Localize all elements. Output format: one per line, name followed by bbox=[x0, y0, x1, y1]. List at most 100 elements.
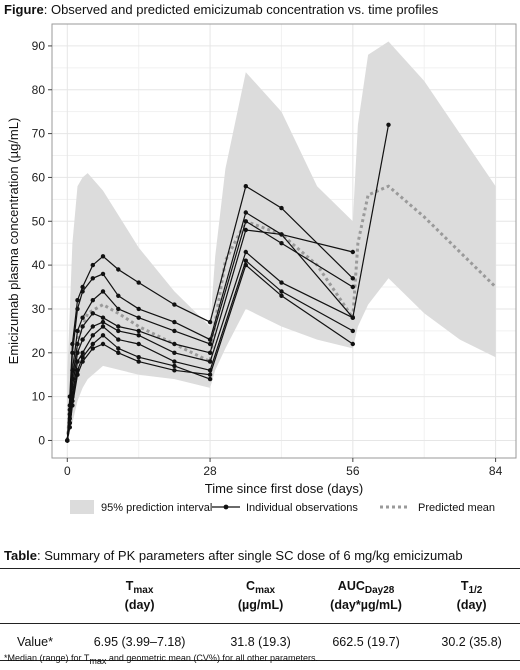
header-empty-cell bbox=[0, 568, 67, 624]
y-tick-label: 20 bbox=[32, 346, 46, 360]
observation-point bbox=[207, 319, 213, 325]
observation-point bbox=[279, 205, 284, 211]
observation-point bbox=[100, 319, 106, 325]
observation-point bbox=[243, 258, 248, 263]
concentration-chart: 0 10 20 30 40 50 60 70 80 90 0 28 56 84 Time since fir… bbox=[6, 23, 517, 514]
observation-point bbox=[70, 398, 75, 404]
observation-point bbox=[116, 346, 121, 351]
observation-point bbox=[243, 210, 248, 215]
y-tick-label: 10 bbox=[32, 390, 46, 404]
y-tick-label: 80 bbox=[32, 83, 46, 97]
legend-observed-point bbox=[223, 504, 229, 510]
legend-mean-label: Predicted mean bbox=[418, 502, 495, 514]
observation-point bbox=[136, 333, 141, 338]
value-auc: 662.5 (19.7) bbox=[308, 623, 424, 661]
observation-point bbox=[279, 232, 284, 237]
observation-point bbox=[350, 249, 355, 255]
observation-point bbox=[90, 324, 96, 329]
observation-point bbox=[116, 328, 121, 334]
y-tick-label: 60 bbox=[32, 170, 46, 184]
observation-point bbox=[136, 328, 141, 334]
y-tick-label: 70 bbox=[32, 127, 46, 141]
observation-point bbox=[100, 324, 106, 329]
observation-point bbox=[243, 249, 248, 255]
observation-point bbox=[243, 262, 248, 268]
observation-point bbox=[75, 350, 80, 355]
observation-point bbox=[75, 359, 80, 364]
observation-point bbox=[172, 341, 177, 347]
observation-line-3 bbox=[66, 220, 354, 441]
observation-point bbox=[80, 337, 85, 342]
y-tick-label: 30 bbox=[32, 302, 46, 316]
y-axis-title: Emicizumab plasma concentration (µg/mL) bbox=[6, 118, 21, 365]
observation-point bbox=[116, 350, 121, 355]
observation-point bbox=[116, 293, 121, 298]
y-tick-label: 0 bbox=[38, 433, 45, 447]
table-title-text: : Summary of PK parameters after single … bbox=[37, 548, 463, 563]
y-tick-label: 50 bbox=[32, 214, 46, 228]
header-auc: AUCDay28 (day*µg/mL) bbox=[308, 568, 424, 624]
observation-point bbox=[116, 306, 121, 312]
observation-point bbox=[75, 368, 80, 373]
observation-point bbox=[67, 420, 73, 426]
header-thalf: T1/2 (day) bbox=[423, 568, 520, 624]
observation-point bbox=[100, 254, 106, 259]
value-tmax: 6.95 (3.99–7.18) bbox=[67, 623, 213, 661]
observation-point bbox=[136, 355, 141, 360]
observation-point bbox=[80, 350, 85, 355]
value-thalf: 30.2 (35.8) bbox=[423, 623, 520, 661]
observation-point bbox=[75, 306, 80, 312]
predicted-mean-line bbox=[65, 184, 497, 441]
observation-point bbox=[136, 280, 141, 285]
observation-line-5 bbox=[66, 250, 354, 441]
figure-title: Figure: Observed and predicted emicizuma… bbox=[4, 2, 438, 17]
observation-point bbox=[80, 355, 85, 360]
observation-point bbox=[80, 284, 85, 290]
observation-point bbox=[172, 368, 177, 373]
header-tmax: Tmax (day) bbox=[67, 568, 213, 624]
observation-point bbox=[100, 271, 106, 277]
observation-point bbox=[90, 298, 96, 303]
legend-observed-label: Individual observations bbox=[246, 502, 358, 514]
observation-point bbox=[207, 372, 213, 377]
observation-point bbox=[90, 346, 96, 351]
observation-point bbox=[172, 350, 177, 355]
observation-point bbox=[136, 341, 141, 347]
observation-point bbox=[172, 302, 177, 307]
observation-point bbox=[350, 341, 355, 347]
plot-border bbox=[51, 23, 517, 459]
observation-point bbox=[80, 289, 85, 294]
observation-point bbox=[100, 315, 106, 320]
legend-band-swatch bbox=[70, 500, 94, 514]
x-tick-label: 56 bbox=[346, 464, 360, 478]
observation-point bbox=[80, 315, 85, 320]
observation-point bbox=[90, 311, 96, 316]
observation-point bbox=[75, 341, 80, 347]
observation-point bbox=[90, 262, 96, 268]
observation-point bbox=[116, 267, 121, 272]
observation-point bbox=[172, 328, 177, 334]
observation-point bbox=[136, 306, 141, 312]
value-cmax: 31.8 (19.3) bbox=[212, 623, 309, 661]
observation-point bbox=[207, 359, 213, 364]
observation-point bbox=[279, 241, 284, 246]
x-tick-label: 0 bbox=[64, 464, 71, 478]
x-axis-title: Time since first dose (days) bbox=[205, 481, 363, 496]
observation-point bbox=[172, 363, 177, 369]
observation-point bbox=[65, 438, 70, 443]
table-label: Table bbox=[4, 548, 37, 563]
observation-point bbox=[243, 227, 248, 233]
observation-point bbox=[350, 284, 355, 290]
observation-point bbox=[100, 289, 106, 294]
observation-point bbox=[100, 333, 106, 338]
observation-line-1 bbox=[66, 185, 354, 441]
observation-point bbox=[386, 122, 391, 128]
table-row: Value* 6.95 (3.99–7.18) 31.8 (19.3) 662.… bbox=[0, 623, 520, 661]
figure-title-text: : Observed and predicted emicizumab conc… bbox=[43, 2, 439, 17]
figure-label: Figure bbox=[4, 2, 44, 17]
observation-point bbox=[207, 350, 213, 355]
observation-point bbox=[350, 276, 355, 281]
y-tick-label: 90 bbox=[32, 39, 46, 53]
observation-point bbox=[80, 324, 85, 329]
x-tick-label: 28 bbox=[203, 464, 217, 478]
